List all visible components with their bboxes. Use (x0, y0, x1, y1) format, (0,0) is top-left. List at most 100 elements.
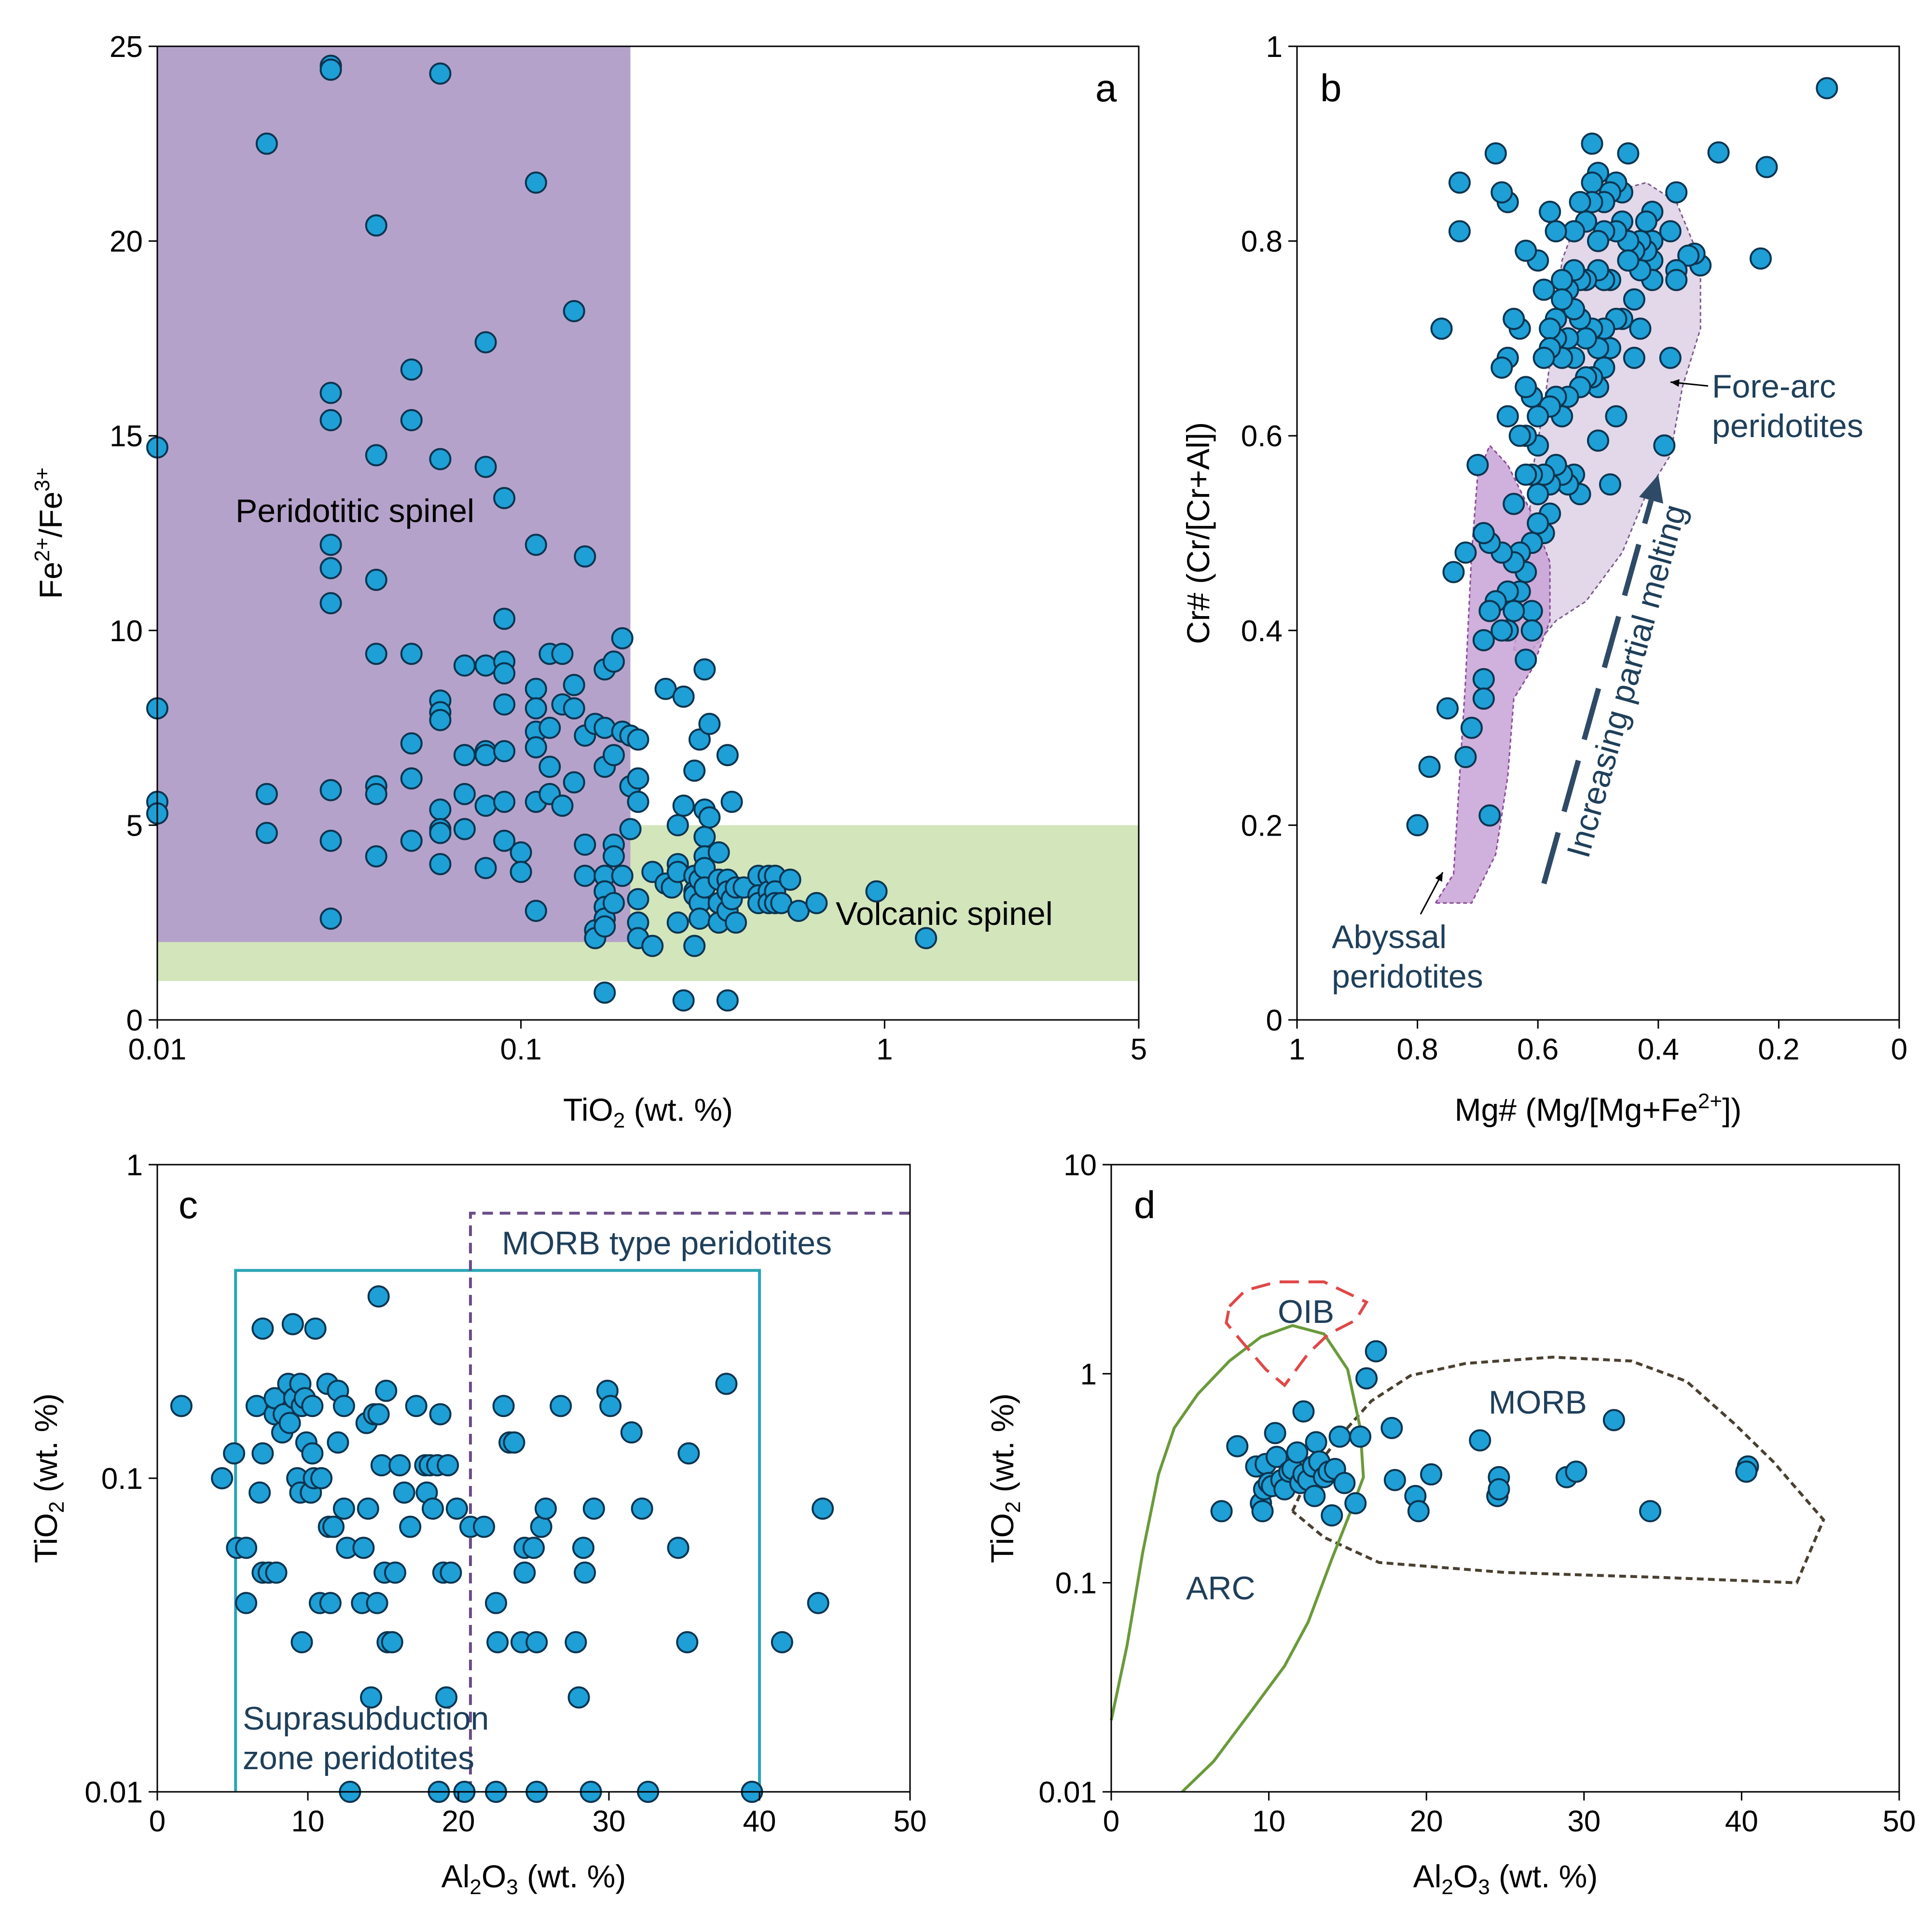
b-point-104 (1515, 376, 1537, 399)
a-point-107 (627, 728, 649, 751)
a-point-56 (493, 740, 516, 763)
c-point-19 (281, 1313, 304, 1335)
a-point-62 (524, 534, 547, 556)
d-point-48 (1735, 1460, 1758, 1483)
c-point-59 (384, 1561, 406, 1584)
panel-a: Peridotitic spinel Volcanic spinel 0.01 0… (30, 30, 1147, 1132)
a-point-44 (474, 331, 497, 354)
a-point-5 (255, 783, 278, 805)
c-x-tick-label-1: 10 (291, 1805, 325, 1838)
c-point-95 (567, 1686, 590, 1709)
a-point-95 (593, 981, 616, 1004)
panel-c-boxes (234, 1211, 910, 1792)
b-point-144 (1418, 756, 1441, 778)
a-point-59 (510, 841, 532, 864)
b-point-21 (1629, 317, 1652, 340)
c-point-38 (322, 1515, 345, 1538)
a-point-166 (779, 868, 801, 891)
b-point-11 (1659, 346, 1682, 369)
c-point-37 (319, 1592, 342, 1614)
b-point-138 (1454, 541, 1477, 564)
b-point-6 (1677, 244, 1700, 267)
a-point-108 (627, 767, 649, 790)
panel-c-letter: c (179, 1183, 198, 1226)
panel-c-y-axis-label: TiO2 (wt. %) (28, 1393, 69, 1563)
d-point-38 (1420, 1463, 1442, 1485)
a-point-101 (611, 627, 634, 649)
c-point-6 (245, 1395, 268, 1417)
a-y-tick-label-0: 0 (126, 1004, 143, 1037)
a-point-61 (524, 171, 547, 194)
c-point-48 (357, 1497, 379, 1520)
panel-c-x-axis-label: Al2O3 (wt. %) (442, 1858, 626, 1899)
b-point-126 (1484, 142, 1507, 165)
arc-label: ARC (1186, 1570, 1256, 1607)
forearc-label-line-1: Fore-arc (1712, 368, 1836, 405)
a-point-99 (602, 845, 625, 867)
a-point-64 (524, 697, 547, 720)
b-point-1 (1755, 156, 1778, 179)
d-point-29 (1344, 1492, 1367, 1514)
b-point-129 (1478, 600, 1501, 622)
morb-type-label: MORB type peridotites (502, 1225, 832, 1262)
b-point-114 (1503, 493, 1525, 515)
a-point-83 (574, 865, 596, 887)
a-point-150 (716, 989, 739, 1012)
a-point-151 (720, 790, 743, 813)
b-y-tick-label-4: 0.8 (1241, 225, 1283, 259)
b-point-17 (1635, 210, 1657, 233)
d-point-34 (1380, 1416, 1403, 1439)
b-point-139 (1448, 171, 1471, 194)
c-point-67 (421, 1497, 444, 1520)
panel-a-frame (156, 45, 1140, 1021)
panel-a-y-axis-label: Fe2+/Fe3+ (30, 467, 69, 599)
b-point-90 (1532, 346, 1555, 369)
a-y-tick-label-4: 20 (110, 225, 143, 259)
c-point-103 (631, 1497, 653, 1520)
d-point-15 (1286, 1441, 1309, 1464)
c-point-51 (366, 1592, 388, 1614)
a-point-122 (672, 686, 695, 708)
a-point-106 (619, 818, 642, 840)
b-point-142 (1436, 697, 1459, 720)
c-point-80 (485, 1592, 507, 1614)
d-x-tick-label-4: 40 (1725, 1805, 1758, 1838)
b-point-143 (1430, 317, 1453, 340)
a-point-48 (474, 744, 497, 767)
d-x-tick-label-2: 20 (1410, 1805, 1443, 1838)
b-point-84 (1539, 317, 1561, 340)
a-point-41 (453, 744, 476, 767)
d-point-27 (1328, 1425, 1351, 1448)
b-x-tick-label-1: 0.8 (1396, 1033, 1438, 1066)
oib-label: OIB (1278, 1293, 1334, 1330)
a-point-146 (716, 744, 739, 767)
d-point-0 (1210, 1500, 1233, 1523)
b-point-97 (1527, 512, 1549, 535)
a-point-110 (627, 888, 649, 910)
b-y-tick-label-3: 0.6 (1241, 420, 1283, 453)
a-point-168 (805, 892, 828, 914)
c-y-tick-label-1: 0.1 (101, 1462, 143, 1496)
a-point-29 (400, 829, 423, 852)
c-point-53 (367, 1285, 390, 1308)
c-point-102 (620, 1421, 643, 1444)
c-point-93 (550, 1395, 572, 1417)
a-point-60 (510, 861, 532, 883)
c-point-52 (367, 1403, 390, 1426)
b-point-130 (1478, 804, 1501, 827)
b-point-12 (1653, 434, 1676, 457)
b-point-113 (1503, 308, 1525, 330)
panel-b-y-axis-label: Cr# (Cr/[Cr+Al]) (1180, 422, 1216, 644)
b-point-24 (1623, 346, 1645, 369)
b-point-49 (1587, 429, 1609, 452)
b-x-tick-label-3: 0.4 (1638, 1033, 1679, 1066)
c-point-7 (248, 1481, 271, 1504)
a-x-tick-label-2: 1 (876, 1033, 893, 1066)
d-point-46 (1639, 1500, 1661, 1523)
c-point-81 (486, 1631, 509, 1653)
c-point-88 (523, 1537, 545, 1559)
b-point-125 (1490, 619, 1513, 642)
d-point-30 (1349, 1425, 1372, 1448)
b-point-131 (1472, 522, 1495, 544)
